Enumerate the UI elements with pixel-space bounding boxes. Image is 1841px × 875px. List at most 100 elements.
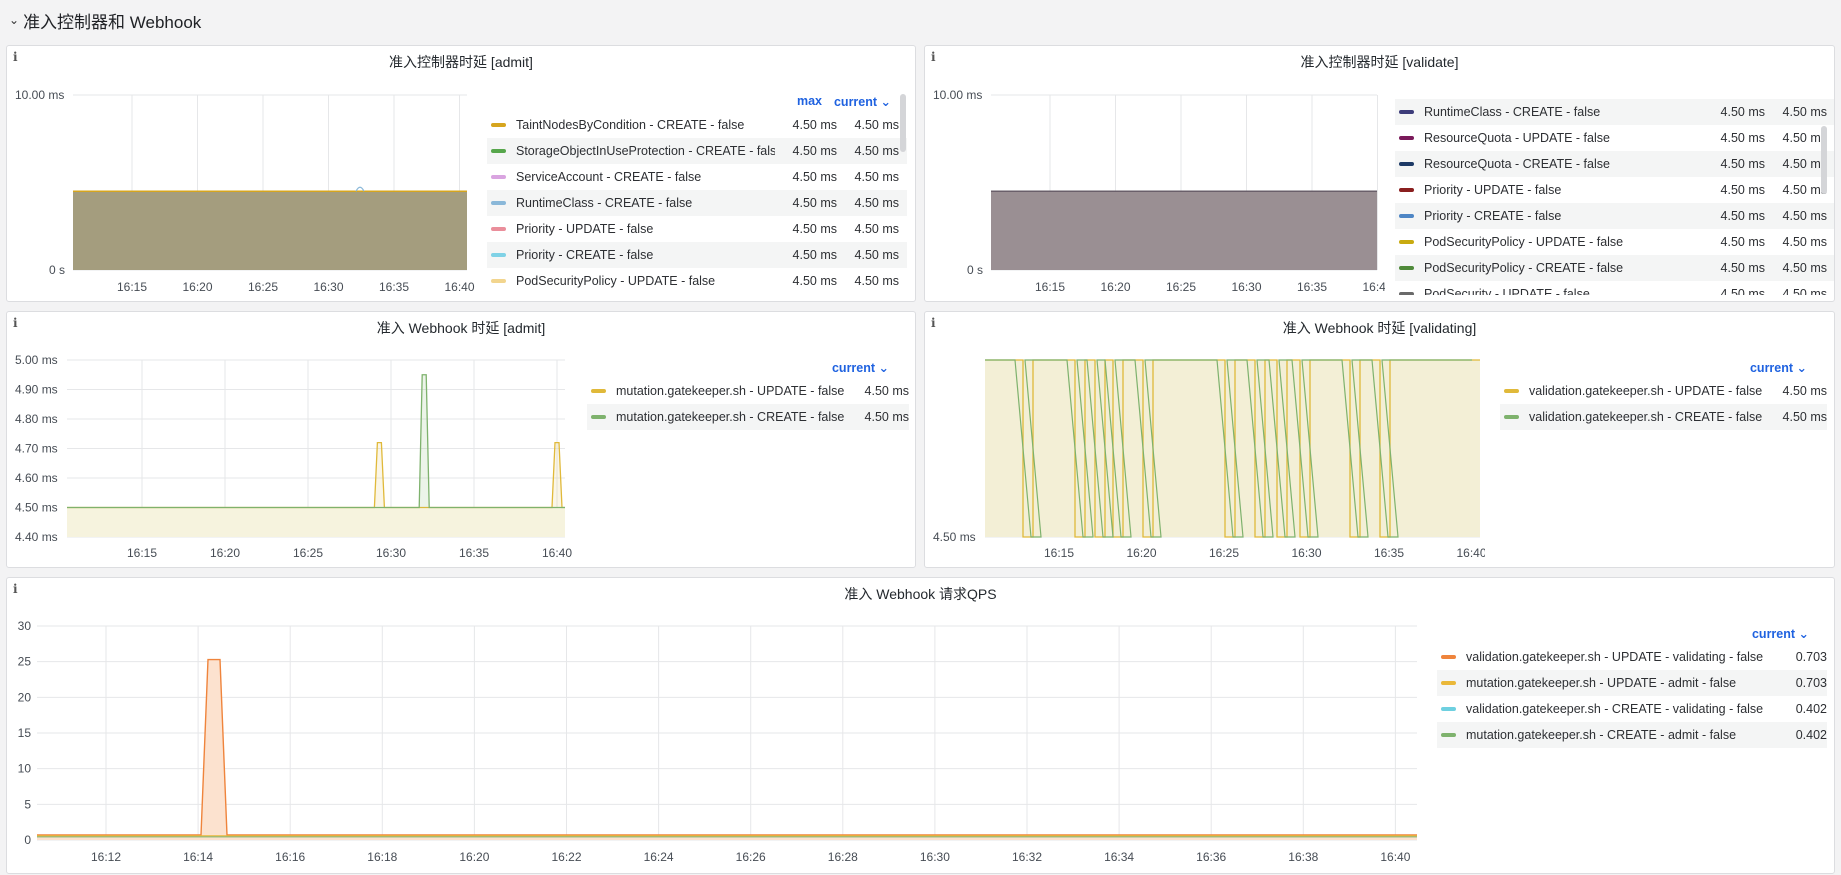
x-tick-label: 16:30	[920, 850, 950, 864]
legend-series-name: PodSecurityPolicy - CREATE - false	[1424, 261, 1624, 275]
legend-value-current: 4.50 ms	[1782, 105, 1827, 119]
legend-item[interactable]: PodSecurityPolicy - UPDATE - false 4.50 m…	[1395, 229, 1834, 255]
panel-title[interactable]: 准入控制器时延 [admit]	[389, 54, 533, 70]
legend-header-current[interactable]: current ⌄	[831, 360, 889, 375]
legend-value-current: 4.50 ms	[854, 248, 899, 262]
panel-title[interactable]: 准入 Webhook 时延 [admit]	[376, 320, 546, 336]
info-icon[interactable]: i	[13, 50, 18, 64]
legend-color-swatch	[1441, 733, 1456, 737]
y-tick-label: 15	[18, 726, 32, 740]
panel-title[interactable]: 准入控制器时延 [validate]	[1300, 54, 1459, 70]
legend-item[interactable]: StorageObjectInUseProtection - CREATE - …	[487, 138, 907, 164]
legend-color-swatch	[491, 279, 506, 283]
x-tick-label: 16:14	[183, 850, 213, 864]
legend-item[interactable]: PodSecurityPolicy - UPDATE - false 4.50 m…	[487, 268, 907, 294]
y-tick-label: 0	[24, 833, 31, 847]
legend-item[interactable]: validation.gatekeeper.sh - CREATE - fals…	[1500, 404, 1827, 430]
legend-item[interactable]: ResourceQuota - CREATE - false 4.50 ms 4.5…	[1395, 151, 1834, 177]
chevron-down-icon[interactable]: ⌄	[9, 13, 20, 27]
legend-color-swatch	[1441, 681, 1456, 685]
legend-header-max[interactable]: max	[796, 94, 822, 108]
info-icon[interactable]: i	[931, 50, 936, 64]
legend-series-name: mutation.gatekeeper.sh - UPDATE - admit …	[1466, 676, 1737, 690]
legend-item[interactable]: Priority - CREATE - false 4.50 ms 4.50 ms	[487, 242, 907, 268]
legend-item[interactable]: PodSecurityPolicy - CREATE - false 4.50 m…	[1395, 255, 1834, 281]
legend-color-swatch	[491, 149, 506, 153]
legend-color-swatch	[491, 123, 506, 127]
legend-header-current[interactable]: current ⌄	[1751, 626, 1809, 641]
legend-header-current[interactable]: current ⌄	[833, 94, 891, 109]
legend-series-name: mutation.gatekeeper.sh - CREATE - false	[616, 410, 845, 424]
legend-item[interactable]: Priority - UPDATE - false 4.50 ms 4.50 ms	[487, 216, 907, 242]
legend-item[interactable]: ResourceQuota - UPDATE - false 4.50 ms 4.5…	[1395, 125, 1834, 151]
panel-title[interactable]: 准入 Webhook 请求QPS	[844, 586, 997, 602]
panel-admission-controller-validate[interactable]: i 准入控制器时延 [validate] 10.00 ms 0 s 16:15 16:…	[924, 45, 1835, 302]
info-icon[interactable]: i	[13, 316, 18, 330]
legend-color-swatch	[491, 201, 506, 205]
legend-value: 4.50 ms	[1720, 287, 1765, 295]
panel-admission-controller-admit[interactable]: i 准入控制器时延 [admit] 10.00 ms 0 s 16:15 16:20 1…	[6, 45, 916, 302]
legend-item[interactable]: mutation.gatekeeper.sh - UPDATE - admit …	[1437, 670, 1827, 696]
legend-item[interactable]: RuntimeClass - CREATE - false 4.50 ms 4.50…	[487, 190, 907, 216]
legend-item[interactable]: validation.gatekeeper.sh - CREATE - vali…	[1437, 696, 1827, 722]
panel-title[interactable]: 准入 Webhook 时延 [validating]	[1282, 320, 1477, 336]
series-line-create	[985, 359, 1472, 538]
legend-value: 4.50 ms	[792, 196, 837, 210]
info-icon[interactable]: i	[13, 582, 18, 596]
legend-item[interactable]: PodSecurity - UPDATE - false 4.50 ms 4.50 …	[1395, 281, 1834, 295]
chart-webhook-qps: 30 25 20 15 10 5 0 16:12 16:14 16:16 16:18 16:20 16:…	[18, 619, 1417, 864]
x-tick-label: 16:12	[91, 850, 121, 864]
panel-webhook-qps[interactable]: i 准入 Webhook 请求QPS 30 25 20 15 10 5 0 16:12 16:1…	[6, 577, 1835, 874]
x-tick-label: 16:40	[542, 546, 572, 560]
legend-value: 0.703	[1795, 650, 1827, 664]
legend-color-swatch	[1441, 707, 1456, 711]
legend-item[interactable]: mutation.gatekeeper.sh - CREATE - false 4…	[587, 404, 909, 430]
legend-item[interactable]: ServiceAccount - CREATE - false 4.50 ms 4.…	[487, 164, 907, 190]
legend-value-current: 4.50 ms	[854, 196, 899, 210]
x-tick-label: 16:30	[1231, 280, 1261, 294]
panel-webhook-admit[interactable]: i 准入 Webhook 时延 [admit] 5.00 ms 4.90 ms 4.…	[6, 311, 916, 568]
legend-scrollbar[interactable]	[900, 94, 906, 152]
row-header[interactable]: ⌄ 准入控制器和 Webhook	[0, 0, 1841, 40]
legend-scrollbar[interactable]	[1821, 126, 1827, 194]
legend-value-current: 4.50 ms	[1782, 287, 1827, 295]
legend-value: 4.50 ms	[1720, 157, 1765, 171]
legend-value-current: 4.50 ms	[1782, 209, 1827, 223]
legend-item[interactable]: validation.gatekeeper.sh - UPDATE - vali…	[1437, 644, 1827, 670]
legend-header-current[interactable]: current ⌄	[1749, 360, 1807, 375]
series-area	[985, 360, 1480, 537]
info-icon[interactable]: i	[931, 316, 936, 330]
legend-value-current: 4.50 ms	[1782, 157, 1827, 171]
legend-value: 4.50 ms	[792, 118, 837, 132]
legend-item[interactable]: Priority - CREATE - false 4.50 ms 4.50 ms	[1395, 203, 1834, 229]
legend-color-swatch	[491, 227, 506, 231]
legend-item[interactable]: RuntimeClass - CREATE - false 4.50 ms 4.50…	[1395, 99, 1834, 125]
legend-value-current: 4.50 ms	[1782, 183, 1827, 197]
legend-series-name: Priority - UPDATE - false	[516, 222, 654, 236]
legend-series-name: PodSecurityPolicy - UPDATE - false	[1424, 235, 1624, 249]
x-tick-label: 16:34	[1104, 850, 1134, 864]
legend-item[interactable]: validation.gatekeeper.sh - UPDATE - fals…	[1500, 378, 1827, 404]
legend-value: 4.50 ms	[1720, 131, 1765, 145]
legend-series-name: StorageObjectInUseProtection - CREATE - …	[516, 144, 775, 158]
y-tick-label: 10.00 ms	[15, 88, 64, 102]
legend-item[interactable]: TaintNodesByCondition - CREATE - false 4.…	[487, 112, 907, 138]
chart-validate-latency: 10.00 ms 0 s 16:15 16:20 16:25 16:30 16:35 16:4…	[933, 88, 1385, 294]
legend-item[interactable]: mutation.gatekeeper.sh - UPDATE - false 4…	[587, 378, 909, 404]
x-tick-label: 16:25	[1209, 546, 1239, 560]
x-tick-label: 16:15	[1044, 546, 1074, 560]
legend-value: 4.50 ms	[1782, 410, 1827, 424]
legend: max current ⌄ TaintNodesByCondition - CRE…	[487, 90, 907, 294]
legend-series-name: ServiceAccount - CREATE - false	[516, 170, 702, 184]
legend-series-name: TaintNodesByCondition - CREATE - false	[516, 118, 745, 132]
legend-color-swatch	[1399, 240, 1414, 244]
legend-item[interactable]: mutation.gatekeeper.sh - CREATE - admit …	[1437, 722, 1827, 748]
legend-series-name: ResourceQuota - UPDATE - false	[1424, 131, 1610, 145]
panel-webhook-validating[interactable]: i 准入 Webhook 时延 [validating] 4.50 ms 16:1…	[924, 311, 1835, 568]
x-tick-label: 16:22	[551, 850, 581, 864]
legend-item[interactable]: Priority - UPDATE - false 4.50 ms 4.50 ms	[1395, 177, 1834, 203]
legend-series-name: PodSecurity - UPDATE - false	[1424, 287, 1590, 295]
x-tick-label: 16:40	[1362, 280, 1385, 294]
legend-value: 0.402	[1795, 702, 1827, 716]
x-tick-label: 16:20	[182, 280, 212, 294]
